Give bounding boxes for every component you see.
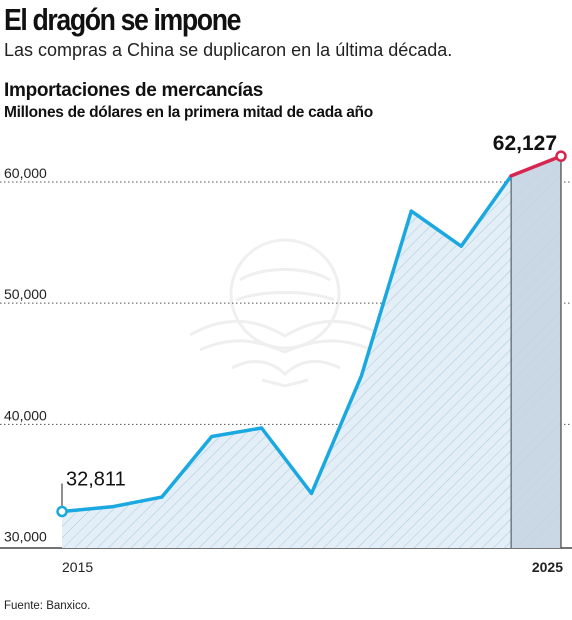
- chart-title: Importaciones de mercancías: [4, 80, 264, 101]
- end-point-marker: [555, 150, 567, 162]
- series-line-highlight: [509, 154, 563, 178]
- watermark-emblem: [189, 238, 383, 388]
- data-label: 32,811: [66, 469, 126, 491]
- chart-subtitle: Millones de dólares en la primera mitad …: [4, 104, 373, 121]
- series-line-main: [61, 174, 513, 514]
- data-label: 62,127: [493, 132, 557, 155]
- highlight-shade: [511, 156, 561, 548]
- headline: El dragón se impone: [4, 2, 241, 37]
- y-tick-label: 40,000: [4, 407, 47, 423]
- area-hatch: [62, 156, 561, 548]
- x-tick-label: 2025: [532, 559, 563, 575]
- series-line: [56, 150, 567, 518]
- x-tick-label: 2015: [62, 559, 93, 575]
- subheadline: Las compras a China se duplicaron en la …: [4, 40, 453, 60]
- y-tick-label: 60,000: [4, 165, 47, 181]
- area-fill: [62, 156, 562, 548]
- y-tick-label: 30,000: [4, 529, 47, 545]
- source-note: Fuente: Banxico.: [4, 600, 91, 612]
- y-tick-label: 50,000: [4, 286, 47, 302]
- start-point-marker: [56, 505, 68, 518]
- chart-labels: 30,000 40,000 50,000 60,000 32,811 62,127 2015…: [4, 132, 563, 575]
